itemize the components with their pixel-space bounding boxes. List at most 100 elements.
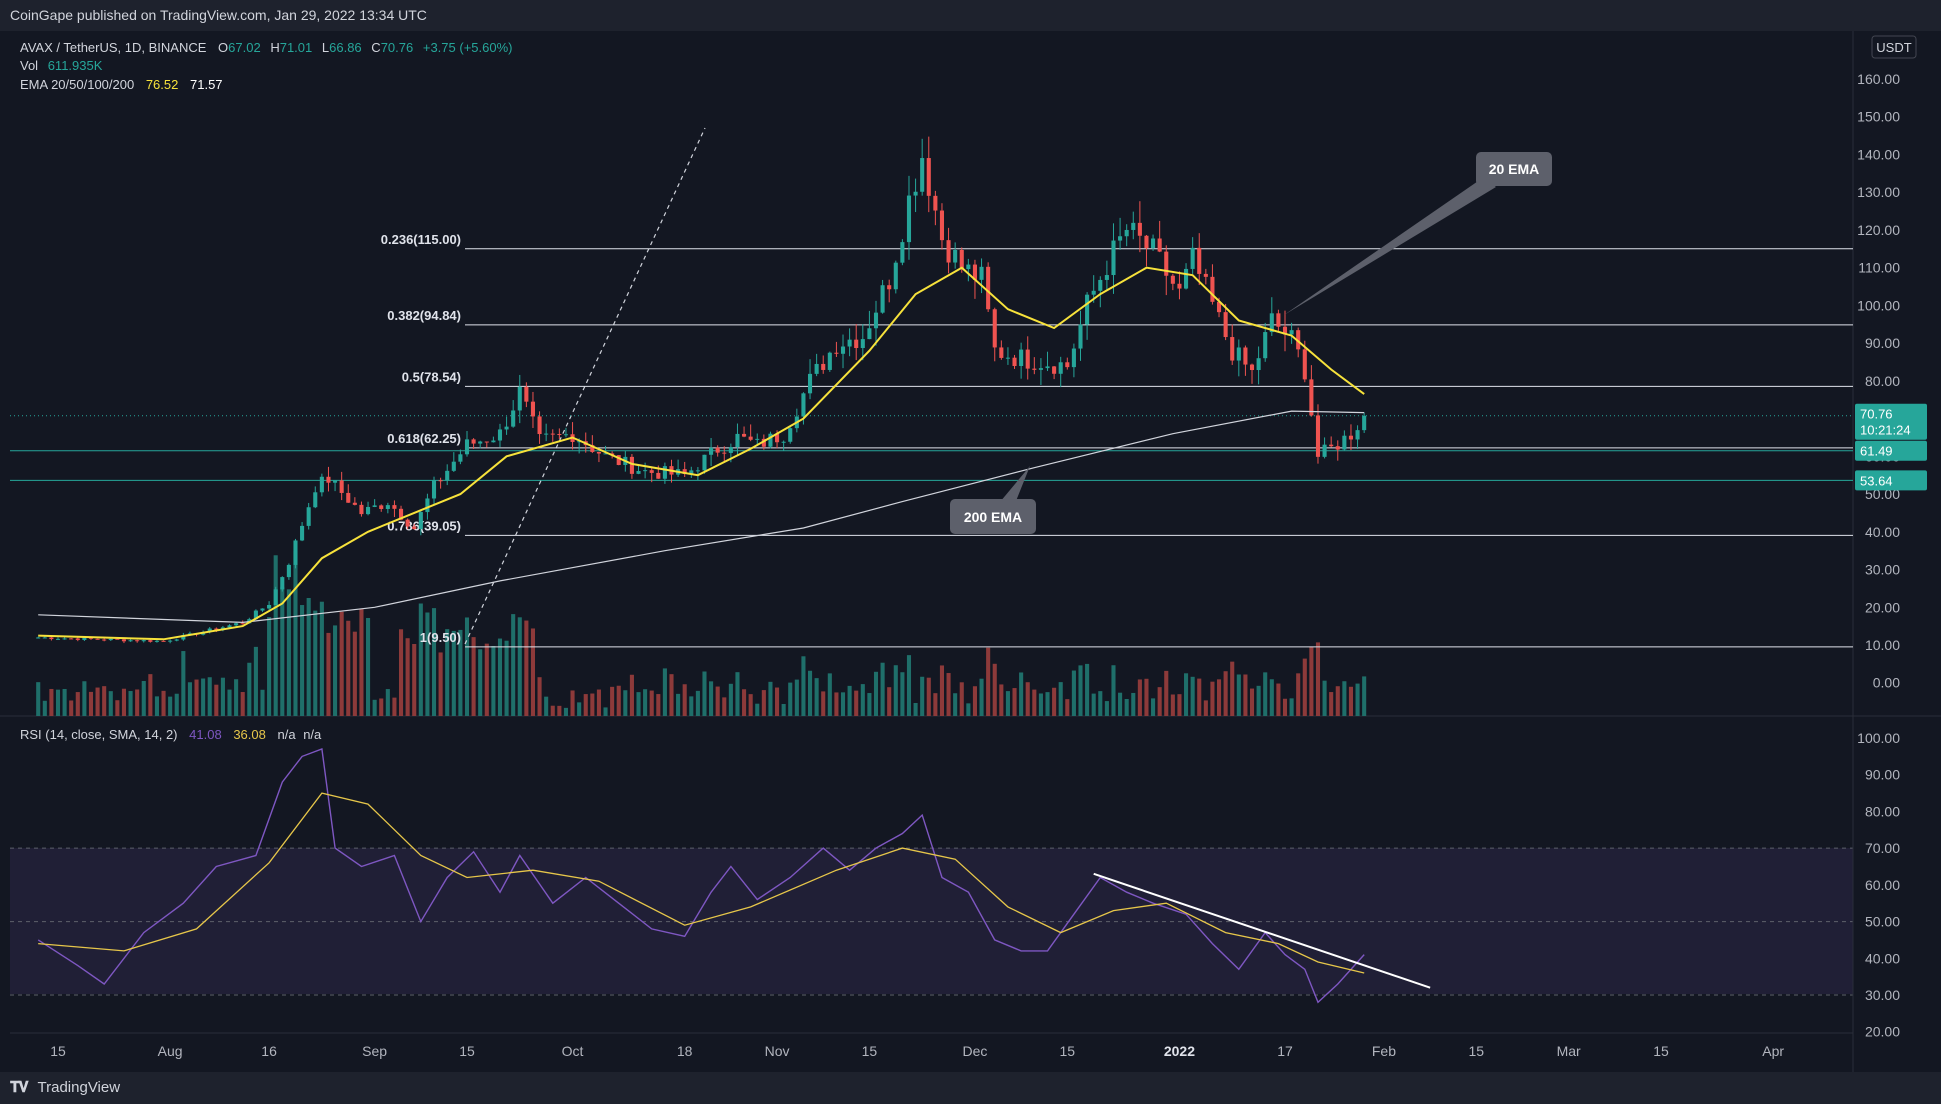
chart-background	[0, 31, 1941, 1072]
candle	[497, 429, 503, 441]
volume-bar	[458, 629, 463, 716]
volume-bar	[530, 628, 536, 716]
annotation-200-ema[interactable]: 200 EMA	[950, 466, 1036, 534]
rsi-axis[interactable]: 20.00 30.00 40.00 50.00 60.00 70.00 80.00 90.00…	[1857, 730, 1900, 1040]
volume-bar	[715, 686, 720, 716]
volume-bar	[821, 691, 826, 716]
candle	[240, 623, 245, 625]
volume-bar	[583, 694, 588, 716]
volume-bar	[88, 691, 94, 716]
candle	[491, 440, 496, 443]
volume-bar	[755, 703, 760, 716]
candle	[953, 249, 958, 263]
volume-bar	[728, 683, 733, 716]
candle	[873, 312, 879, 329]
candle	[372, 505, 377, 507]
candle	[755, 438, 760, 440]
volume-bar	[333, 625, 338, 716]
price-tick-label: 10.00	[1865, 637, 1900, 653]
rsi-trend-line[interactable]	[1093, 872, 1431, 989]
volume-bar	[676, 693, 681, 716]
candle	[715, 447, 720, 453]
volume-bar	[563, 707, 568, 716]
candle	[1263, 332, 1268, 359]
volume-bar	[511, 614, 516, 716]
volume-bar	[1151, 698, 1156, 716]
candle	[1184, 268, 1189, 289]
volume-bar	[346, 620, 351, 716]
volume-bar	[174, 693, 179, 716]
volume-bar	[161, 690, 166, 716]
legend-line-1: AVAX / TetherUS, 1D, BINANCE O67.02 H71.…	[20, 40, 512, 55]
candle	[1019, 349, 1024, 367]
time-tick-label: 2022	[1164, 1043, 1195, 1059]
footer-brand[interactable]: TradingView	[37, 1079, 121, 1096]
volume-bar	[267, 617, 272, 716]
candle	[392, 505, 397, 509]
currency-tag[interactable]	[1871, 35, 1917, 59]
candle	[1190, 247, 1195, 269]
chart-svg[interactable]: 0.236(115.00) 0.382(94.84) 0.5(78.54) 0.618…	[0, 31, 1941, 1072]
volume-bar	[722, 697, 727, 716]
candle	[174, 639, 179, 641]
candle	[840, 346, 846, 354]
candle	[966, 264, 971, 270]
candle	[1329, 444, 1334, 447]
volume-bar	[1045, 692, 1050, 716]
candle	[214, 628, 219, 630]
time-tick-label: Sep	[362, 1043, 387, 1059]
annotation-20-ema[interactable]: 20 EMA	[1284, 152, 1552, 315]
rsi-tick-label: 20.00	[1865, 1024, 1900, 1040]
price-tag-countdown: 10:21:24	[1860, 423, 1911, 438]
price-tick-label: 160.00	[1857, 71, 1900, 87]
volume-bar	[596, 689, 601, 716]
candle	[1309, 379, 1314, 416]
volume-bar	[748, 694, 753, 716]
candle	[920, 158, 925, 192]
candle	[1012, 357, 1017, 367]
price-tick-label: 120.00	[1857, 222, 1900, 238]
volume-bar	[623, 690, 628, 716]
legend-ema-200-value: 71.57	[190, 77, 223, 92]
volume-bar	[979, 678, 984, 716]
time-axis[interactable]: 15 Aug 16 Sep 15 Oct 18 Nov 15 Dec 15 2022 17 Feb 15 Ma…	[50, 1043, 1784, 1059]
legend-h-label: H	[270, 40, 279, 55]
legend-ema-label: EMA 20/50/100/200	[20, 77, 134, 92]
rsi-tick-label: 40.00	[1865, 950, 1900, 966]
volume-bar	[1144, 678, 1149, 716]
candle	[972, 264, 977, 280]
volume-bar	[115, 700, 120, 716]
volume-bar	[1098, 691, 1103, 716]
volume-bar	[1309, 646, 1314, 716]
time-tick-label: 15	[862, 1043, 878, 1059]
volume-bar	[82, 681, 87, 716]
volume-bar	[550, 705, 555, 716]
volume-bar	[227, 689, 232, 716]
candle	[1038, 368, 1043, 370]
candle	[458, 454, 463, 462]
candle	[629, 456, 634, 474]
candle	[827, 352, 832, 370]
candle	[478, 441, 483, 444]
time-tick-label: Mar	[1557, 1043, 1581, 1059]
candle	[280, 577, 285, 590]
tradingview-logo-icon[interactable]: 𝐓𝐕	[10, 1079, 29, 1096]
fibonacci-trend-line[interactable]	[464, 127, 706, 645]
volume-bar	[201, 678, 206, 716]
volume-bar	[1078, 665, 1083, 716]
candle	[577, 441, 582, 443]
price-tick-label: 0.00	[1873, 675, 1900, 691]
volume-bar	[385, 689, 390, 716]
fib-level-label: 0.236(115.00)	[381, 232, 461, 247]
volume-bar	[1137, 679, 1142, 716]
candle	[1170, 275, 1175, 284]
candle	[1005, 357, 1010, 359]
candle	[1243, 347, 1248, 365]
candle	[121, 639, 127, 642]
volume-bar	[464, 617, 470, 716]
candle	[1085, 294, 1090, 325]
price-tick-label: 80.00	[1865, 373, 1900, 389]
candle	[438, 480, 443, 482]
candle	[511, 410, 516, 427]
volume-bar	[181, 651, 186, 716]
